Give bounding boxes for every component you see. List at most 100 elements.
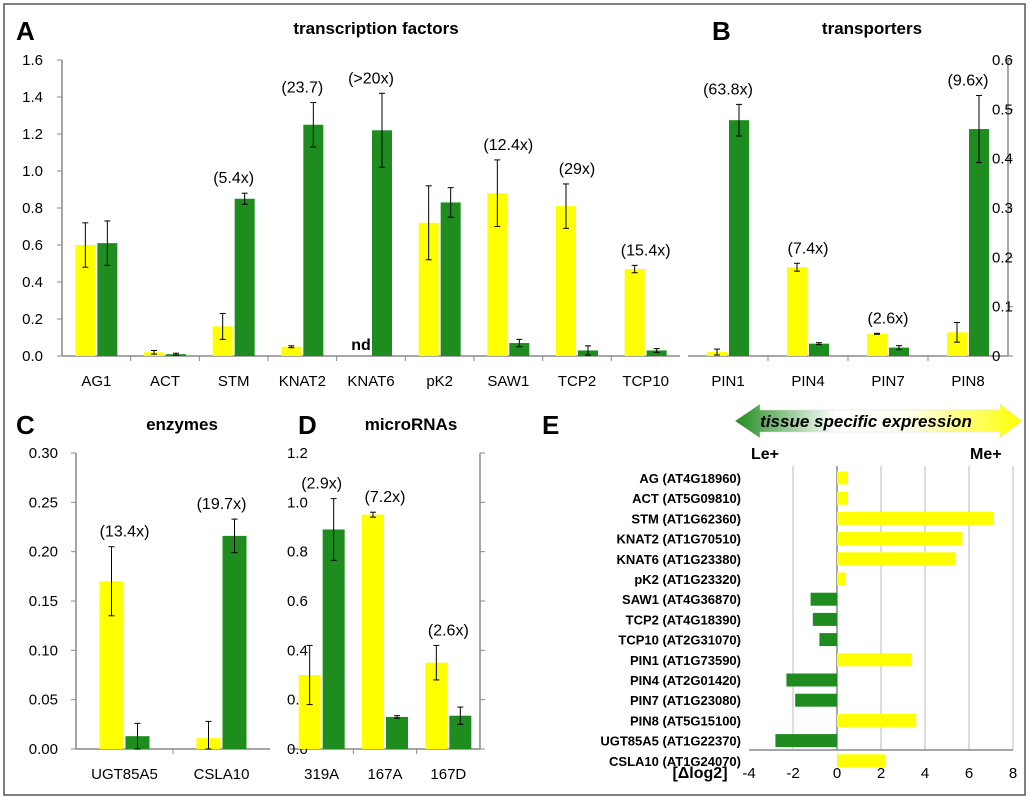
panel-e-gene-label: PIN8 (AT5G15100) <box>630 713 741 728</box>
panel-d-bar <box>298 675 321 749</box>
panel-e-bar <box>812 612 837 626</box>
panel-a-bar <box>372 130 392 356</box>
panel-e-bar <box>837 552 956 566</box>
panel-b-fold-change-label: (2.6x) <box>868 310 909 327</box>
panel-d-category-label: 167D <box>430 766 466 783</box>
panel-e-bar <box>837 491 848 505</box>
panel-e-gene-label: PIN7 (AT1G23080) <box>630 693 741 708</box>
panel-a-title: transcription factors <box>293 19 458 38</box>
panel-c: C enzymes 0.00 0.05 0.10 0.15 0.20 0.25 0.30 UG… <box>16 410 270 783</box>
panel-e-gene-label: KNAT6 (AT1G23380) <box>617 552 742 567</box>
panel-d-category-label: 167A <box>367 766 402 783</box>
panel-c-fold-change-label: (13.4x) <box>100 524 150 541</box>
panel-d-bar <box>362 514 384 749</box>
panel-b-fold-change-label: (7.4x) <box>788 240 829 257</box>
panel-e-gene-label: UGT85A5 (AT1G22370) <box>600 734 741 749</box>
panel-e-x-tick-label: -2 <box>786 765 799 782</box>
panel-d-category-label: 319A <box>304 766 339 783</box>
panel-e-bar <box>795 693 837 707</box>
panel-e-x-tick-label: 8 <box>1009 765 1017 782</box>
panel-a-bar <box>509 343 530 356</box>
tissue-expression-arrow <box>734 403 1023 439</box>
panel-a-category-label: SAW1 <box>487 373 529 390</box>
panel-c-y-tick-label: 0.20 <box>29 544 58 561</box>
panel-b-title: transporters <box>822 19 922 38</box>
panel-a-bar <box>281 346 302 356</box>
panel-e-bar <box>837 511 994 525</box>
panel-a-not-detected-label: nd <box>351 337 371 354</box>
panel-e-gene-label: PIN4 (AT2G01420) <box>630 673 741 688</box>
panel-c-y-tick-label: 0.00 <box>29 741 58 758</box>
panel-e-bar <box>786 673 837 687</box>
panel-e-gene-label: TCP2 (AT4G18390) <box>626 612 741 627</box>
panel-d-letter: D <box>298 410 317 440</box>
panel-d-y-tick-label: 0.8 <box>287 544 308 561</box>
panel-a-y-tick-label: 1.0 <box>22 163 43 180</box>
panel-b-letter: B <box>712 16 731 46</box>
panel-b-bar <box>969 129 989 356</box>
panel-c-y-tick-label: 0.15 <box>29 593 58 610</box>
panel-a-y-tick-label: 0.4 <box>22 274 43 291</box>
panel-b-bar <box>809 343 829 356</box>
panel-e-letter: E <box>542 410 559 440</box>
panel-c-letter: C <box>16 410 35 440</box>
panel-a-fold-change-label: (15.4x) <box>621 242 671 259</box>
panel-a-fold-change-label: (>20x) <box>348 70 394 87</box>
panel-a-bar <box>646 350 667 356</box>
panel-e: E tissue specific expression Le+ Me+ [Δl… <box>542 403 1023 782</box>
panel-a-bar <box>303 124 324 356</box>
panel-e-x-tick-label: 6 <box>965 765 973 782</box>
panel-a-fold-change-label: (29x) <box>559 161 595 178</box>
panel-c-y-tick-label: 0.30 <box>29 445 58 462</box>
panel-a-category-label: KNAT2 <box>279 373 326 390</box>
panel-e-gene-label: STM (AT1G62360) <box>631 511 741 526</box>
panel-d-bar <box>386 716 408 749</box>
panel-a-bar <box>97 243 118 356</box>
panel-e-x-tick-label: -4 <box>742 765 755 782</box>
panel-b-y-tick-label: 0.3 <box>992 200 1013 217</box>
panel-a-category-label: pK2 <box>426 373 453 390</box>
panel-a-bar <box>440 202 461 356</box>
panel-e-gene-label: SAW1 (AT4G36870) <box>622 592 741 607</box>
panel-d-y-tick-label: 1.0 <box>287 494 308 511</box>
panel-e-bar <box>837 572 846 586</box>
panel-c-title: enzymes <box>146 415 218 434</box>
le-plus-label: Le+ <box>751 446 779 463</box>
panel-a-fold-change-label: (12.4x) <box>483 137 533 154</box>
panel-b-y-tick-label: 0.6 <box>992 52 1013 69</box>
panel-a-category-label: STM <box>218 373 250 390</box>
panel-a-y-tick-label: 1.4 <box>22 89 43 106</box>
panel-d-y-tick-label: 1.2 <box>287 445 308 462</box>
panel-b-bar <box>867 333 887 356</box>
panel-b-category-label: PIN8 <box>951 373 984 390</box>
panel-a-y-tick-label: 1.2 <box>22 126 43 143</box>
panel-a-bar <box>556 206 576 356</box>
panel-d-bar <box>425 662 448 749</box>
panel-a-category-label: TCP10 <box>622 373 669 390</box>
panel-b-category-label: PIN1 <box>711 373 744 390</box>
panel-e-gene-label: ACT (AT5G09810) <box>632 491 741 506</box>
panel-d-bar <box>449 715 472 749</box>
panel-d-fold-change-label: (7.2x) <box>365 489 406 506</box>
tissue-expression-label: tissue specific expression <box>760 412 972 431</box>
panel-c-y-tick-label: 0.10 <box>29 642 58 659</box>
panel-a-letter: A <box>16 16 35 46</box>
panel-d: D microRNAs 0.00.20.40.60.81.01.2319A(2.… <box>287 410 485 783</box>
panel-e-bar <box>837 471 848 485</box>
panel-e-bar <box>837 713 917 727</box>
figure-frame <box>3 3 1026 796</box>
panel-c-category-label: UGT85A5 <box>91 766 158 783</box>
panel-d-y-tick-label: 0.4 <box>287 642 308 659</box>
panel-a-bar <box>234 198 255 356</box>
panel-d-fold-change-label: (2.6x) <box>428 622 469 639</box>
panel-e-bar <box>819 633 837 647</box>
panel-b-bar <box>889 347 909 356</box>
panel-e-gene-label: TCP10 (AT2G31070) <box>618 633 741 648</box>
x-axis-label: [Δlog2] <box>672 765 727 782</box>
panel-a-bar <box>487 193 508 356</box>
panel-c-fold-change-label: (19.7x) <box>197 496 247 513</box>
panel-b-y-tick-label: 0 <box>992 348 1000 365</box>
panel-e-gene-label: CSLA10 (AT1G24070) <box>609 754 741 769</box>
panel-a-y-tick-label: 0.0 <box>22 348 43 365</box>
